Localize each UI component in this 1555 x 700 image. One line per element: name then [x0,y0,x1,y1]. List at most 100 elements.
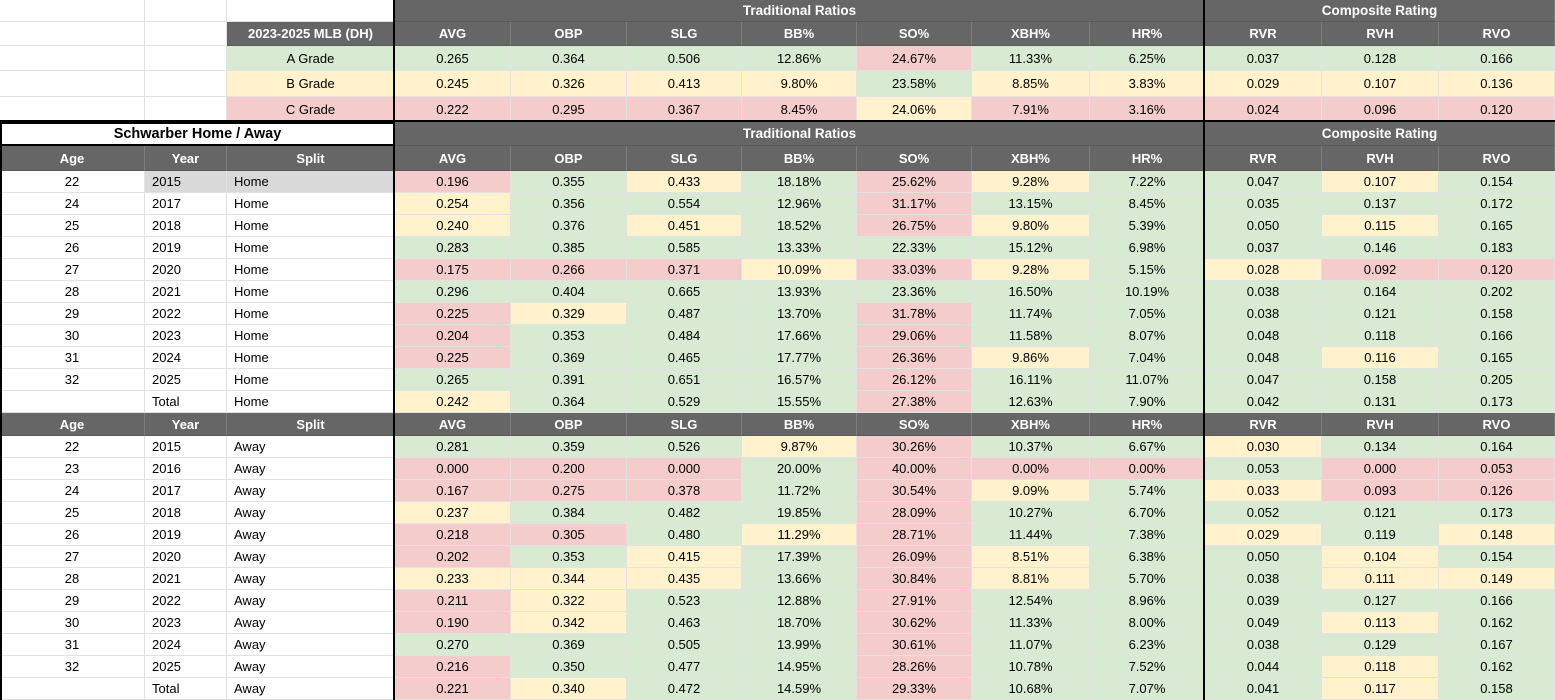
stat-cell[interactable]: 30.84% [857,568,972,590]
stat-cell[interactable]: 0.202 [1439,281,1555,303]
stat-cell[interactable]: 0.233 [395,568,511,590]
stat-cell[interactable]: 33.03% [857,259,972,281]
stat-cell[interactable]: 0.162 [1439,656,1555,678]
stat-cell[interactable]: 11.44% [972,524,1090,546]
col-header-rvo[interactable]: RVO [1439,22,1555,46]
grade-stat-cell[interactable]: 0.367 [627,97,742,122]
grade-stat-cell[interactable]: 0.245 [395,71,511,97]
stat-cell[interactable]: 6.70% [1090,502,1205,524]
split-cell[interactable]: Home [227,237,395,259]
stat-cell[interactable]: 11.07% [972,634,1090,656]
stat-cell[interactable]: 0.038 [1205,568,1322,590]
stat-cell[interactable]: 31.17% [857,193,972,215]
stat-cell[interactable]: 0.113 [1322,612,1439,634]
stat-cell[interactable]: 0.369 [511,634,627,656]
grade-stat-cell[interactable]: 0.326 [511,71,627,97]
grade-stat-cell[interactable]: 8.85% [972,71,1090,97]
stat-cell[interactable]: 0.116 [1322,347,1439,369]
stat-cell[interactable]: 0.029 [1205,524,1322,546]
stat-cell[interactable]: 0.038 [1205,634,1322,656]
stat-cell[interactable]: 10.78% [972,656,1090,678]
stat-cell[interactable]: 0.296 [395,281,511,303]
stat-cell[interactable]: 0.356 [511,193,627,215]
grade-stat-cell[interactable]: 0.029 [1205,71,1322,97]
grade-stat-cell[interactable]: 9.80% [742,71,857,97]
stat-cell[interactable]: 0.121 [1322,303,1439,325]
stat-cell[interactable]: 0.265 [395,369,511,391]
grade-stat-cell[interactable]: 3.16% [1090,97,1205,122]
traditional-ratios-header[interactable]: Traditional Ratios [395,122,1205,146]
age-cell[interactable]: 28 [0,281,145,303]
empty-cell[interactable] [0,46,145,71]
empty-cell[interactable] [0,22,145,46]
stat-cell[interactable]: 0.048 [1205,347,1322,369]
stat-cell[interactable]: 16.11% [972,369,1090,391]
split-cell[interactable]: Away [227,546,395,568]
stat-cell[interactable]: 0.270 [395,634,511,656]
split-cell[interactable]: Home [227,391,395,413]
grade-stat-cell[interactable]: 3.83% [1090,71,1205,97]
stat-cell[interactable]: 20.00% [742,458,857,480]
col-header-bb[interactable]: BB% [742,22,857,46]
grade-stat-cell[interactable]: 8.45% [742,97,857,122]
split-cell[interactable]: Home [227,281,395,303]
traditional-ratios-header[interactable]: Traditional Ratios [395,0,1205,22]
stat-cell[interactable]: 30.62% [857,612,972,634]
col-header-age[interactable]: Age [0,413,145,436]
stat-cell[interactable]: 14.95% [742,656,857,678]
stat-cell[interactable]: 13.66% [742,568,857,590]
age-cell[interactable] [0,391,145,413]
splits-table-title[interactable]: Schwarber Home / Away [0,122,395,146]
stat-cell[interactable]: 15.12% [972,237,1090,259]
stat-cell[interactable]: 0.359 [511,436,627,458]
stat-cell[interactable]: 16.57% [742,369,857,391]
age-cell[interactable]: 27 [0,546,145,568]
age-cell[interactable]: 25 [0,215,145,237]
grade-stat-cell[interactable]: 23.58% [857,71,972,97]
age-cell[interactable]: 23 [0,458,145,480]
age-cell[interactable]: 32 [0,656,145,678]
stat-cell[interactable]: 0.117 [1322,678,1439,700]
stat-cell[interactable]: 19.85% [742,502,857,524]
stat-cell[interactable]: 9.80% [972,215,1090,237]
split-cell[interactable]: Home [227,303,395,325]
stat-cell[interactable]: 11.58% [972,325,1090,347]
year-cell[interactable]: 2023 [145,612,227,634]
grade-stat-cell[interactable]: 0.364 [511,46,627,71]
stat-cell[interactable]: 0.038 [1205,281,1322,303]
stat-cell[interactable]: 0.158 [1439,303,1555,325]
stat-cell[interactable]: 0.329 [511,303,627,325]
stat-cell[interactable]: 0.266 [511,259,627,281]
stat-cell[interactable]: 7.52% [1090,656,1205,678]
stat-cell[interactable]: 0.030 [1205,436,1322,458]
age-cell[interactable]: 26 [0,237,145,259]
age-cell[interactable]: 29 [0,303,145,325]
split-cell[interactable]: Away [227,634,395,656]
stat-cell[interactable]: 0.00% [1090,458,1205,480]
col-header-year[interactable]: Year [145,413,227,436]
stat-cell[interactable]: 8.45% [1090,193,1205,215]
stat-cell[interactable]: 0.164 [1322,281,1439,303]
stat-cell[interactable]: 5.74% [1090,480,1205,502]
stat-cell[interactable]: 0.172 [1439,193,1555,215]
stat-cell[interactable]: 29.33% [857,678,972,700]
stat-cell[interactable]: 0.131 [1322,391,1439,413]
stat-cell[interactable]: 0.651 [627,369,742,391]
col-header-rvr[interactable]: RVR [1205,22,1322,46]
stat-cell[interactable]: 9.28% [972,171,1090,193]
grade-stat-cell[interactable]: 6.25% [1090,46,1205,71]
stat-cell[interactable]: 0.111 [1322,568,1439,590]
stat-cell[interactable]: 0.148 [1439,524,1555,546]
stat-cell[interactable]: 0.218 [395,524,511,546]
col-header-so[interactable]: SO% [857,146,972,171]
year-cell[interactable]: 2024 [145,347,227,369]
stat-cell[interactable]: 7.22% [1090,171,1205,193]
stat-cell[interactable]: 7.90% [1090,391,1205,413]
stat-cell[interactable]: 0.154 [1439,171,1555,193]
stat-cell[interactable]: 12.88% [742,590,857,612]
stat-cell[interactable]: 17.39% [742,546,857,568]
stat-cell[interactable]: 0.048 [1205,325,1322,347]
stat-cell[interactable]: 0.000 [1322,458,1439,480]
split-cell[interactable]: Away [227,656,395,678]
stat-cell[interactable]: 7.05% [1090,303,1205,325]
